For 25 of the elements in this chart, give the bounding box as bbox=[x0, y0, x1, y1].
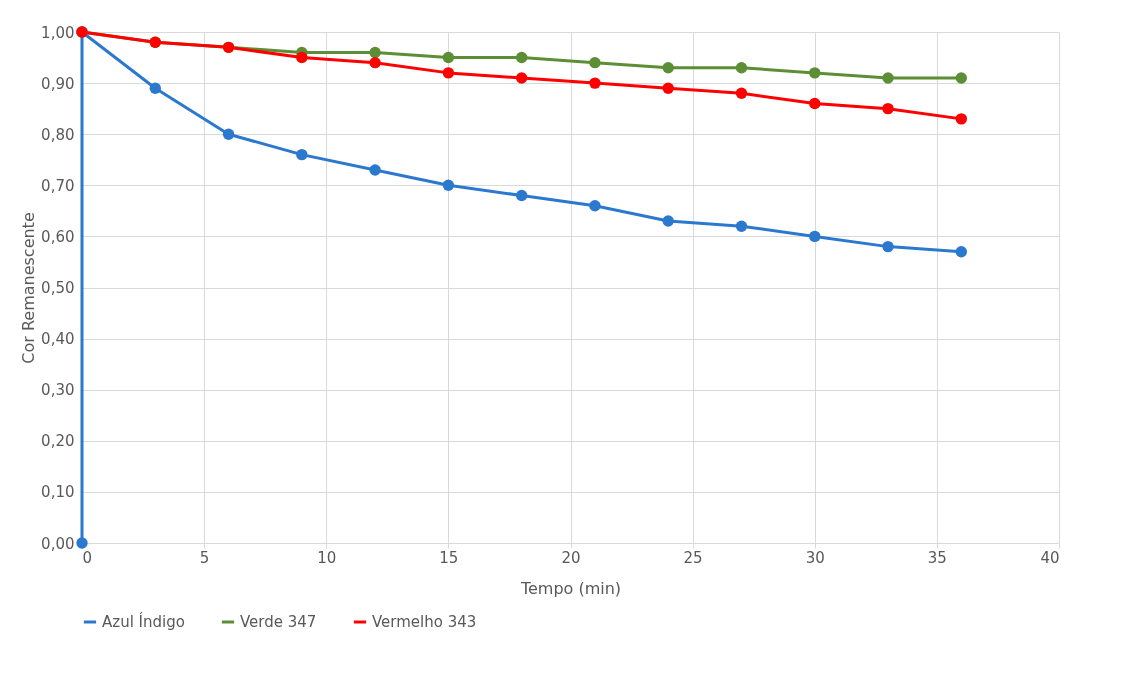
y-tick-label: 0,90 bbox=[41, 74, 75, 93]
y-tick-label: 1,00 bbox=[41, 23, 75, 42]
x-tick-label: 5 bbox=[199, 548, 210, 567]
x-tick-label: 25 bbox=[683, 548, 703, 567]
legend-label: Verde 347 bbox=[240, 613, 317, 631]
y-tick-label: 0,50 bbox=[41, 279, 75, 297]
x-tick-label: 15 bbox=[439, 548, 459, 567]
x-tick-label: 20 bbox=[561, 548, 581, 567]
legend-label: Azul Índigo bbox=[102, 612, 185, 631]
y-tick-label: 0,70 bbox=[41, 176, 75, 195]
x-tick-label: 40 bbox=[1040, 548, 1060, 567]
x-tick-label: 35 bbox=[927, 548, 947, 567]
y-tick-label: 0,20 bbox=[41, 432, 75, 451]
y-tick-label: 0,80 bbox=[41, 125, 75, 144]
x-tick-label: 30 bbox=[805, 548, 825, 567]
y-axis-title: Cor Remanescente bbox=[19, 212, 39, 364]
x-tick-label: 0 bbox=[82, 548, 93, 567]
y-tick-label: 0,30 bbox=[41, 381, 75, 400]
y-tick-label: 0,10 bbox=[41, 483, 75, 502]
x-tick-label: 10 bbox=[317, 548, 337, 567]
y-tick-label: 0,00 bbox=[41, 534, 75, 553]
y-tick-label: 0,60 bbox=[41, 227, 75, 246]
x-axis-title: Tempo (min) bbox=[519, 578, 622, 598]
legend-label: Vermelho 343 bbox=[372, 613, 477, 631]
y-tick-label: 0,40 bbox=[41, 330, 75, 349]
